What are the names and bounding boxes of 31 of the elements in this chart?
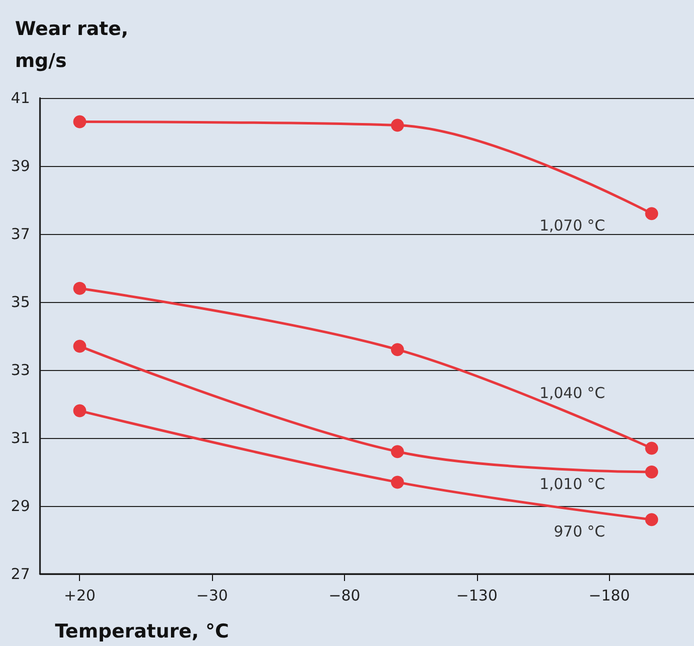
x-tick-label: −180: [588, 586, 630, 604]
y-tick-label: 37: [10, 225, 30, 243]
y-tick-label: 31: [10, 429, 30, 447]
point: [390, 118, 404, 132]
series-label: 1,010 °C: [539, 475, 606, 493]
point: [73, 282, 86, 295]
point: [73, 340, 86, 353]
point: [390, 476, 404, 489]
y-tick-label: 35: [10, 293, 30, 311]
x-tick-label: +20: [64, 586, 96, 604]
x-tick-label: −130: [456, 586, 498, 604]
point: [645, 513, 658, 526]
x-tick-label: −30: [196, 586, 228, 604]
point: [390, 445, 404, 458]
y-tick-label: 39: [10, 157, 30, 175]
x-axis-title: Temperature, °C: [55, 620, 229, 642]
point: [73, 115, 86, 128]
y-tick-label: 41: [10, 89, 30, 107]
point: [645, 207, 658, 220]
point: [73, 404, 86, 418]
series-label: 1,070 °C: [539, 216, 606, 235]
point: [645, 442, 658, 455]
point: [645, 466, 658, 478]
series-label: 970 °C: [554, 522, 606, 541]
y-tick-label: 27: [10, 565, 30, 583]
y-tick-label: 33: [10, 361, 30, 379]
y-tick-label: 29: [10, 497, 30, 515]
point: [390, 343, 404, 356]
x-tick-label: −80: [328, 586, 360, 604]
y-axis-title: Wear rate, mg/s: [15, 18, 128, 72]
series-label: 1,040 °C: [539, 384, 606, 402]
